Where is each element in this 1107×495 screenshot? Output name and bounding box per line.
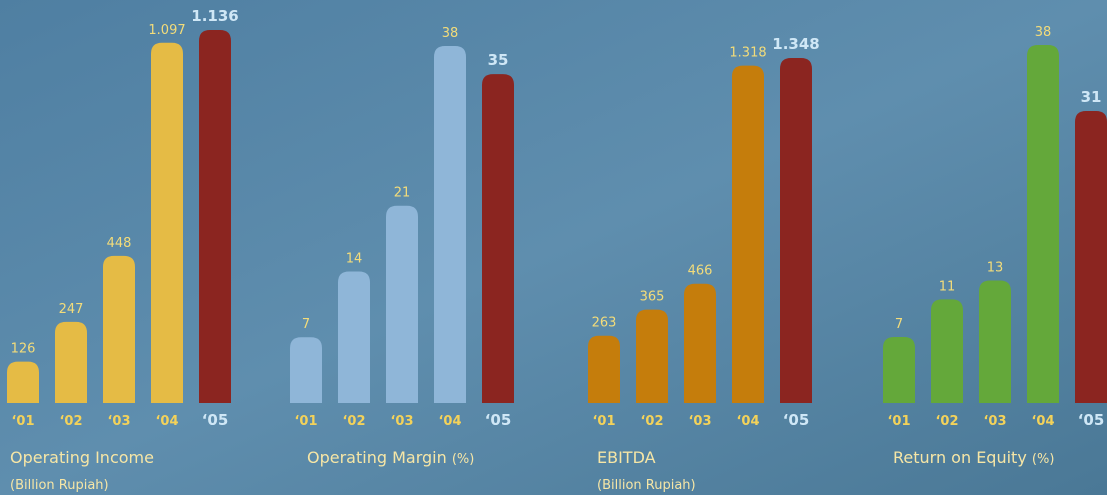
value-label: 31: [1081, 88, 1102, 106]
value-label: 38: [1035, 25, 1052, 40]
unit: (%): [1032, 452, 1055, 467]
bar: [883, 337, 915, 403]
x-tick-label: ‘01: [11, 414, 34, 429]
title-text: EBITDA: [597, 448, 656, 467]
title-text: Return on Equity: [893, 448, 1027, 467]
bar: [780, 58, 812, 403]
x-tick-label: ‘04: [438, 414, 461, 429]
value-label: 14: [346, 251, 363, 266]
x-tick-label: ‘04: [1031, 414, 1054, 429]
x-tick-label: ‘02: [935, 414, 958, 429]
bar: [434, 46, 466, 403]
value-label: 21: [394, 186, 411, 201]
x-tick-label: ‘02: [640, 414, 663, 429]
subtitle: (Billion Rupiah): [597, 478, 696, 493]
value-label: 365: [640, 290, 665, 305]
value-label: 7: [895, 317, 903, 332]
bar: [7, 361, 39, 403]
value-label: 1.348: [772, 35, 819, 53]
x-tick-label: ‘02: [342, 414, 365, 429]
value-label: 1.097: [148, 23, 185, 38]
title-text: Operating Income: [10, 448, 154, 467]
x-tick-label: ‘03: [107, 414, 130, 429]
value-label: 7: [302, 317, 310, 332]
unit: (%): [452, 452, 475, 467]
bar: [684, 283, 716, 403]
value-label: 35: [488, 51, 509, 69]
bar: [290, 337, 322, 403]
chart-title: Operating Income: [10, 448, 154, 467]
bar: [386, 205, 418, 403]
value-label: 466: [688, 264, 713, 279]
chart-title: Operating Margin (%): [307, 448, 474, 467]
x-tick-label: ‘03: [688, 414, 711, 429]
bar: [199, 30, 231, 403]
x-tick-label: ‘01: [887, 414, 910, 429]
value-label: 11: [939, 279, 956, 294]
bar: [338, 271, 370, 403]
x-tick-label: ‘03: [983, 414, 1006, 429]
x-tick-label: ‘02: [59, 414, 82, 429]
value-label: 1.318: [729, 46, 766, 61]
bar: [1075, 110, 1107, 404]
x-tick-label: ‘01: [592, 414, 615, 429]
chart-title: Return on Equity (%): [893, 448, 1054, 467]
bar: [732, 65, 764, 403]
bar: [588, 335, 620, 403]
x-tick-label: ‘05: [1078, 411, 1105, 429]
x-tick-label: ‘04: [736, 414, 759, 429]
bar: [979, 280, 1011, 403]
value-label: 38: [442, 26, 459, 41]
x-tick-label: ‘04: [155, 414, 178, 429]
bar: [1027, 45, 1059, 403]
value-label: 1.136: [191, 7, 238, 25]
value-label: 448: [107, 236, 132, 251]
value-label: 247: [59, 302, 84, 317]
value-label: 13: [987, 261, 1004, 276]
value-label: 126: [11, 342, 36, 357]
bar: [636, 309, 668, 403]
bar: [931, 299, 963, 403]
title-text: Operating Margin: [307, 448, 447, 467]
bar: [482, 74, 514, 404]
x-tick-label: ‘05: [485, 411, 512, 429]
x-tick-label: ‘03: [390, 414, 413, 429]
subtitle: (Billion Rupiah): [10, 478, 109, 493]
chart-title: EBITDA: [597, 448, 656, 467]
x-tick-label: ‘01: [294, 414, 317, 429]
value-label: 263: [592, 316, 617, 331]
x-tick-label: ‘05: [202, 411, 229, 429]
bar: [151, 42, 183, 404]
x-tick-label: ‘05: [783, 411, 810, 429]
bar: [55, 321, 87, 403]
bar: [103, 255, 135, 403]
